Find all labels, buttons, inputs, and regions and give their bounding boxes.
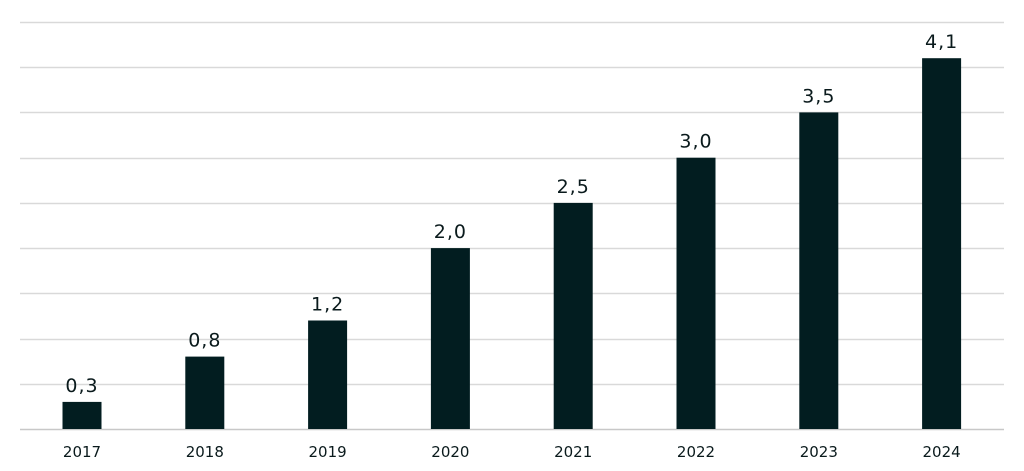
bar-2020: [430, 248, 470, 429]
bar-value-label-2017: 0,3: [65, 375, 98, 397]
x-tick-label-2020: 2020: [431, 443, 469, 461]
x-axis-tick-labels: 2017 2018 2019 2020 2021 2022 2023 2024: [63, 443, 961, 461]
bar-2022: [676, 157, 716, 429]
bar-value-label-2018: 0,8: [188, 330, 221, 352]
x-tick-label-2019: 2019: [309, 443, 347, 461]
x-tick-label-2021: 2021: [554, 443, 592, 461]
bar-value-label-2024: 4,1: [925, 31, 958, 53]
bar-2024: [922, 58, 962, 429]
x-tick-label-2017: 2017: [63, 443, 101, 461]
x-tick-label-2023: 2023: [800, 443, 838, 461]
x-tick-label-2024: 2024: [923, 443, 961, 461]
x-tick-label-2022: 2022: [677, 443, 715, 461]
bar-value-label-2021: 2,5: [557, 176, 590, 198]
bar-value-label-2019: 1,2: [311, 294, 344, 316]
x-tick-label-2018: 2018: [186, 443, 224, 461]
bar-value-label-2023: 3,5: [802, 85, 835, 107]
bar-2018: [185, 356, 225, 429]
bar-value-label-2020: 2,0: [434, 221, 467, 243]
bar-value-label-2022: 3,0: [679, 131, 712, 153]
bar-value-labels: 0,3 0,8 1,2 2,0 2,5 3,0 3,5 4,1: [65, 31, 958, 397]
bar-2019: [308, 320, 348, 429]
grid-lines: [20, 21, 1004, 431]
bar-2023: [799, 112, 839, 430]
bars-group: [62, 58, 962, 430]
bar-2017: [62, 401, 102, 429]
bar-2021: [553, 202, 593, 429]
